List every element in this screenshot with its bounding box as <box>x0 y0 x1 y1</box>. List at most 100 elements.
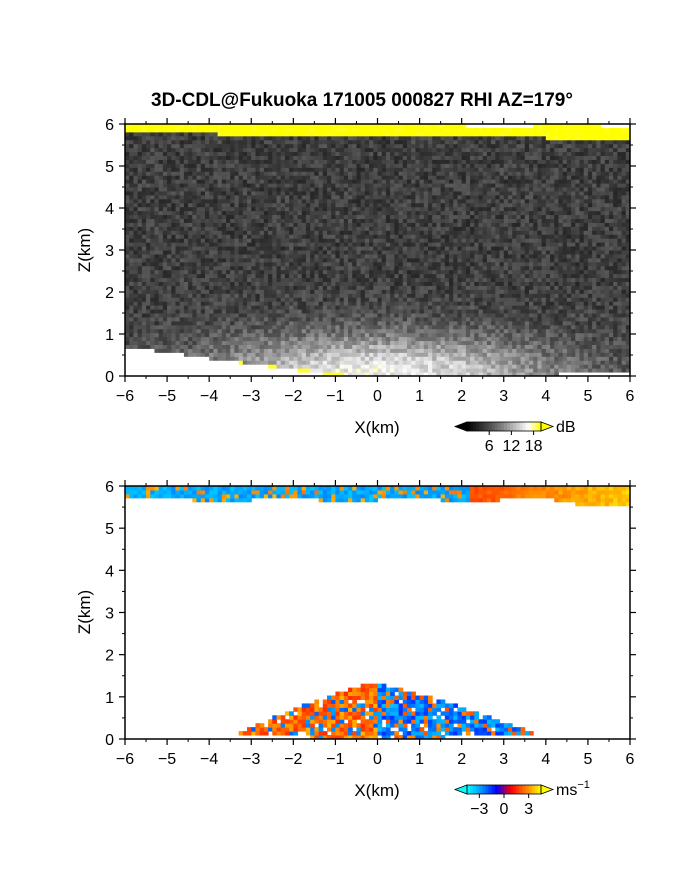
backscatter-cell <box>289 230 294 235</box>
backscatter-cell <box>188 301 193 306</box>
backscatter-cell <box>200 202 206 208</box>
backscatter-cell <box>428 210 433 216</box>
backscatter-cell <box>444 250 450 255</box>
backscatter-cell <box>331 214 336 219</box>
backscatter-cell <box>226 261 231 267</box>
backscatter-cell <box>587 206 593 212</box>
backscatter-cell <box>125 265 130 271</box>
backscatter-cell <box>617 289 623 294</box>
backscatter-cell <box>423 336 429 342</box>
backscatter-cell <box>600 301 606 306</box>
backscatter-cell <box>478 277 484 282</box>
backscatter-cell <box>301 348 307 353</box>
backscatter-cell <box>154 340 160 345</box>
backscatter-cell <box>529 336 534 342</box>
backscatter-cell <box>141 301 147 306</box>
backscatter-cell <box>411 289 416 294</box>
backscatter-cell <box>390 324 395 330</box>
backscatter-cell <box>192 273 198 279</box>
backscatter-cell <box>604 316 610 322</box>
backscatter-cell <box>348 214 353 219</box>
backscatter-cell <box>133 324 139 330</box>
backscatter-cell <box>280 281 286 286</box>
backscatter-cell <box>562 305 568 310</box>
backscatter-cell <box>377 246 383 251</box>
backscatter-cell <box>541 293 547 298</box>
backscatter-cell <box>592 246 597 251</box>
backscatter-cell <box>221 238 227 243</box>
backscatter-cell <box>545 285 551 290</box>
backscatter-cell <box>234 352 240 357</box>
backscatter-cell <box>545 246 551 251</box>
backscatter-cell <box>499 368 505 373</box>
backscatter-cell <box>268 344 273 349</box>
backscatter-cell <box>592 289 597 294</box>
backscatter-cell <box>158 320 164 326</box>
backscatter-cell <box>428 226 433 231</box>
backscatter-cell <box>621 214 627 219</box>
backscatter-cell <box>356 250 362 255</box>
backscatter-cell <box>171 210 176 216</box>
backscatter-cell <box>415 320 421 326</box>
backscatter-cell <box>554 340 559 345</box>
backscatter-cell <box>604 344 610 349</box>
backscatter-cell <box>524 368 530 373</box>
backscatter-cell <box>314 281 320 286</box>
backscatter-cell <box>137 324 143 330</box>
backscatter-cell <box>335 305 341 310</box>
backscatter-cell <box>200 277 206 282</box>
backscatter-cell <box>453 222 458 227</box>
backscatter-cell <box>339 324 345 330</box>
backscatter-cell <box>188 281 193 286</box>
backscatter-cell <box>550 269 555 275</box>
backscatter-cell <box>533 285 538 290</box>
backscatter-cell <box>406 273 412 279</box>
backscatter-cell <box>613 206 618 212</box>
backscatter-cell <box>137 257 143 263</box>
backscatter-cell <box>495 238 501 243</box>
backscatter-cell <box>617 364 623 369</box>
backscatter-cell <box>600 242 606 247</box>
backscatter-cell <box>554 324 559 330</box>
backscatter-cell <box>432 324 437 330</box>
backscatter-cell <box>596 238 602 243</box>
backscatter-cell <box>390 281 395 286</box>
backscatter-cell <box>436 360 442 365</box>
backscatter-cell <box>242 222 248 227</box>
backscatter-cell <box>457 293 463 298</box>
backscatter-cell <box>470 277 475 282</box>
backscatter-cell <box>192 332 198 338</box>
backscatter-cell <box>251 206 256 212</box>
backscatter-cell <box>238 226 244 231</box>
backscatter-cell <box>411 206 416 212</box>
backscatter-cell <box>247 289 252 294</box>
backscatter-cell <box>608 320 614 326</box>
backscatter-cell <box>402 328 408 334</box>
backscatter-cell <box>377 253 383 259</box>
backscatter-cell <box>200 352 206 357</box>
backscatter-cell <box>625 242 630 247</box>
backscatter-cell <box>259 250 265 255</box>
backscatter-cell <box>226 277 231 282</box>
backscatter-cell <box>428 206 433 212</box>
backscatter-cell <box>613 305 618 310</box>
backscatter-cell <box>284 364 290 369</box>
backscatter-cell <box>204 257 210 263</box>
backscatter-cell <box>255 202 261 208</box>
backscatter-cell <box>251 336 256 342</box>
backscatter-cell <box>259 324 265 330</box>
backscatter-cell <box>571 340 576 345</box>
backscatter-cell <box>133 277 139 282</box>
backscatter-cell <box>621 206 627 212</box>
backscatter-cell <box>394 277 400 282</box>
backscatter-cell <box>314 289 320 294</box>
backscatter-cell <box>398 238 404 243</box>
backscatter-cell <box>520 285 526 290</box>
backscatter-cell <box>381 289 387 294</box>
backscatter-cell <box>621 261 627 267</box>
backscatter-cell <box>625 313 630 318</box>
backscatter-cell <box>537 265 543 271</box>
backscatter-cell <box>457 214 463 219</box>
backscatter-cell <box>550 242 555 247</box>
backscatter-cell <box>226 265 231 271</box>
